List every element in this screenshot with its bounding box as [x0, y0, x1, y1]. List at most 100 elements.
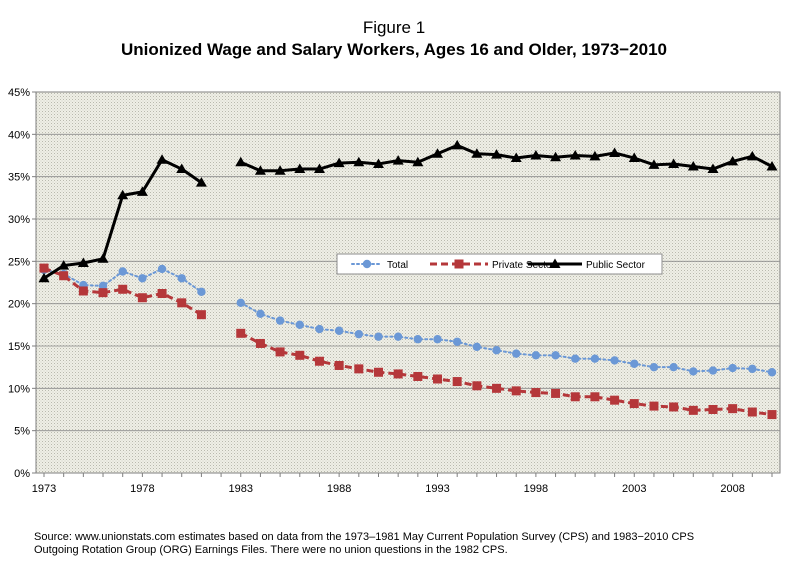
data-point [492, 383, 502, 393]
data-point [747, 407, 757, 417]
data-point [197, 287, 206, 297]
data-point [413, 371, 423, 381]
data-point [687, 161, 699, 171]
data-point [472, 342, 482, 352]
y-tick-label: 0% [14, 468, 30, 480]
data-point [315, 324, 324, 334]
data-point [767, 368, 777, 377]
series-line [239, 301, 773, 374]
data-point [628, 152, 640, 163]
data-point [58, 260, 70, 270]
data-point [630, 359, 639, 368]
data-point [511, 386, 521, 396]
data-point [373, 367, 383, 377]
legend-box [336, 253, 663, 275]
data-point [392, 155, 404, 165]
data-point [413, 335, 423, 344]
data-point [353, 156, 365, 167]
data-point [157, 289, 167, 299]
data-point [570, 392, 580, 402]
x-tick-label: 1993 [425, 483, 449, 495]
data-point [707, 163, 719, 174]
y-tick-label: 30% [8, 214, 30, 226]
data-point [649, 401, 659, 411]
data-point [136, 186, 148, 196]
data-point [313, 163, 325, 174]
series-total [39, 264, 777, 377]
data-point [295, 350, 305, 360]
data-point [648, 159, 660, 169]
data-point [432, 148, 444, 158]
x-tick-label: 1983 [229, 483, 253, 495]
data-point [354, 329, 364, 339]
y-tick-label: 10% [8, 383, 30, 395]
x-tick-label: 1988 [327, 483, 351, 495]
data-point [137, 293, 147, 303]
data-point [393, 369, 403, 379]
x-tick-label: 1998 [524, 483, 548, 495]
data-point [372, 158, 384, 168]
data-point [118, 267, 127, 276]
x-tick-label: 1978 [130, 483, 154, 495]
data-point [452, 377, 462, 387]
data-point [590, 354, 600, 363]
x-axis-ticks: 1973 1978 1983 1988 1993 1998 2003 2008 [32, 473, 773, 495]
y-tick-label: 20% [8, 299, 30, 311]
data-point [236, 328, 246, 338]
data-point [471, 148, 483, 158]
source-line-2: Outgoing Rotation Group (ORG) Earnings F… [34, 544, 508, 556]
legend-marker [362, 259, 372, 269]
data-point [610, 356, 619, 365]
data-point [550, 151, 562, 162]
data-point [629, 399, 639, 409]
y-tick-label: 15% [8, 341, 30, 353]
data-point [530, 150, 542, 160]
data-point [117, 189, 129, 200]
data-point [98, 281, 108, 291]
series-public-sector [38, 139, 778, 283]
data-point [531, 388, 541, 398]
data-point [274, 165, 286, 175]
data-point [39, 263, 49, 273]
data-point [433, 335, 442, 344]
data-point [195, 177, 207, 187]
legend-label: Public Sector [586, 260, 646, 271]
legend-label: Private Sector [492, 260, 555, 271]
y-tick-label: 5% [14, 426, 30, 438]
data-point [374, 332, 383, 341]
data-point [236, 298, 245, 308]
y-tick-label: 25% [8, 256, 30, 268]
data-point [609, 147, 621, 157]
data-point [512, 349, 521, 358]
data-point [118, 284, 128, 294]
y-tick-label: 35% [8, 172, 30, 184]
source-note: Source: www.unionstats.com estimates bas… [34, 531, 774, 557]
data-point [334, 326, 344, 335]
data-point [255, 338, 265, 348]
data-point [294, 163, 306, 174]
data-point [354, 364, 364, 374]
data-point [472, 381, 482, 391]
data-point [708, 366, 718, 375]
data-point [334, 360, 344, 370]
data-point [727, 155, 739, 166]
data-point [333, 157, 345, 168]
data-point [571, 354, 580, 363]
data-point [177, 298, 187, 308]
series-line [240, 331, 773, 417]
y-tick-label: 40% [8, 129, 30, 141]
data-point [235, 156, 247, 167]
data-point [510, 152, 522, 163]
data-point [668, 158, 680, 168]
data-point [689, 367, 698, 376]
data-point [256, 309, 265, 319]
data-point [589, 150, 601, 161]
data-point [766, 161, 778, 171]
data-point [433, 374, 443, 384]
data-point [295, 320, 304, 330]
legend-marker [454, 259, 464, 269]
data-point [176, 163, 188, 174]
data-point [412, 156, 424, 167]
plot-area [35, 91, 781, 474]
